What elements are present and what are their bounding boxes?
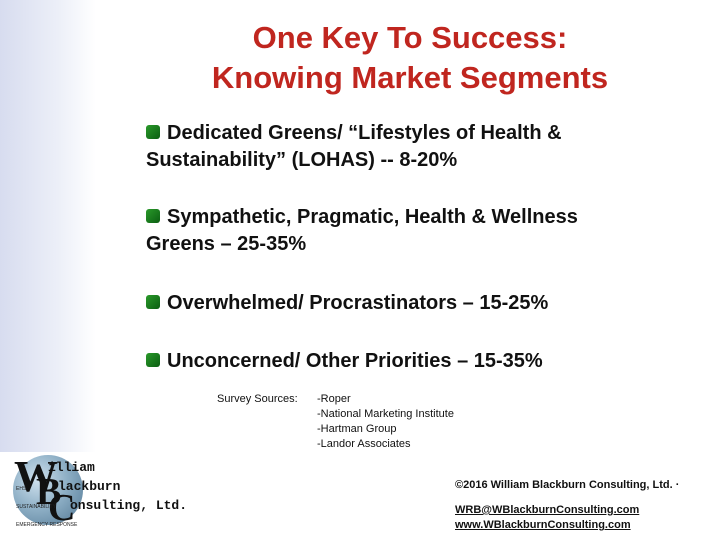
logo-word-william: illiam [48, 460, 95, 475]
bullet-text-line-2: Greens – 25-35% [146, 233, 307, 255]
logo-tag-ehs: EHS [16, 486, 27, 492]
bullet-item: Dedicated Greens/ “Lifestyles of Health … [146, 120, 706, 174]
bullet-item: Sympathetic, Pragmatic, Health & Wellnes… [146, 204, 706, 258]
survey-sources: Survey Sources: -Roper -National Marketin… [217, 392, 454, 452]
checkbox-bullet-icon [146, 125, 160, 139]
page-title: One Key To Success: Knowing Market Segme… [130, 18, 690, 98]
logo-word-consulting: onsulting, Ltd. [70, 498, 188, 513]
title-line-2: Knowing Market Segments [211, 60, 609, 95]
checkbox-bullet-icon [146, 295, 160, 309]
globe-icon [13, 455, 83, 525]
bullet-item: Overwhelmed/ Procrastinators – 15-25% [146, 290, 706, 317]
website-link[interactable]: www.WBlackburnConsulting.com [455, 519, 631, 531]
footer: ©2016 William Blackburn Consulting, Ltd.… [455, 478, 679, 533]
bullet-text-line-1: Sympathetic, Pragmatic, Health & Wellnes… [167, 206, 578, 228]
source-item: -Landor Associates [317, 438, 411, 450]
logo-word-blackburn: lackburn [58, 479, 121, 494]
side-gradient-band [0, 0, 96, 452]
logo-letter-w: W [14, 452, 58, 501]
sources-label: Survey Sources: [217, 393, 298, 405]
logo-letter-c: C [48, 487, 76, 529]
source-item: -Roper [317, 393, 351, 405]
logo-tag-sustainability: SUSTAINABILITY [16, 504, 56, 510]
copyright-text: ©2016 William Blackburn Consulting, Ltd.… [455, 479, 680, 491]
title-line-1: One Key To Success: [252, 20, 568, 55]
logo-letter-b: B [36, 471, 62, 513]
source-item: -National Marketing Institute [317, 408, 454, 420]
checkbox-bullet-icon [146, 353, 160, 367]
bullet-text-line-1: Unconcerned/ Other Priorities – 15-35% [167, 350, 543, 372]
logo-tag-emergency: EMERGENCY RESPONSE [16, 522, 78, 528]
bullet-text-line-1: Overwhelmed/ Procrastinators – 15-25% [167, 292, 549, 314]
company-logo: W B C illiam lackburn onsulting, Ltd. EH… [8, 452, 208, 532]
email-link[interactable]: WRB@WBlackburnConsulting.com [455, 504, 640, 516]
bullet-item: Unconcerned/ Other Priorities – 15-35% [146, 348, 706, 375]
checkbox-bullet-icon [146, 209, 160, 223]
bullet-text-line-1: Dedicated Greens/ “Lifestyles of Health … [167, 122, 562, 144]
bullet-text-line-2: Sustainability” (LOHAS) -- 8-20% [146, 149, 458, 171]
source-item: -Hartman Group [317, 423, 397, 435]
